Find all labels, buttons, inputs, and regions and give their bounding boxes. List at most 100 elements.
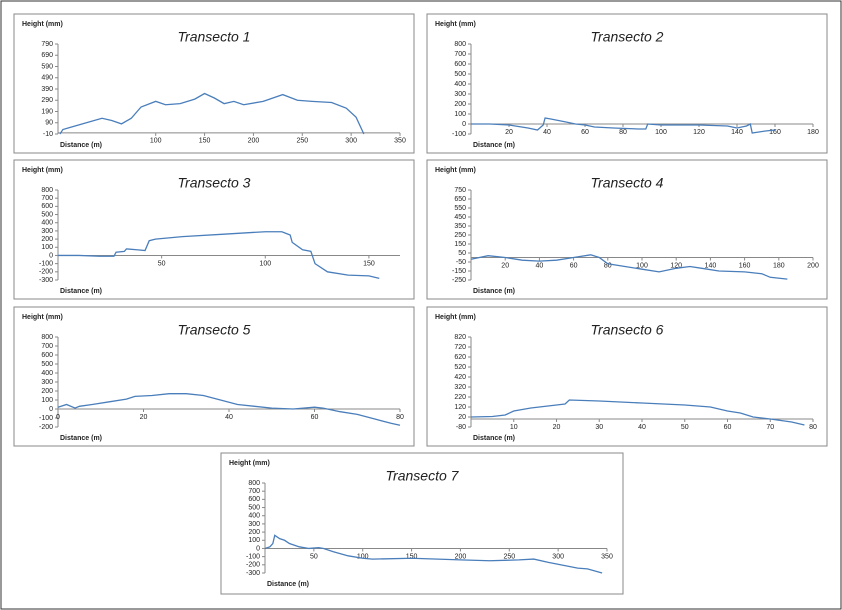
x-tick-label: 60 [570, 262, 578, 269]
data-line [264, 534, 603, 574]
x-tick-label: 250 [296, 138, 308, 145]
y-tick-label: 290 [41, 97, 53, 104]
y-axis-label: Height (mm) [22, 314, 63, 321]
x-tick-label: 160 [769, 129, 781, 136]
y-tick-label: -10 [43, 131, 53, 138]
y-tick-label: 500 [41, 211, 53, 218]
y-tick-label: 500 [454, 71, 466, 78]
panel [426, 13, 828, 154]
y-tick-label: 400 [248, 513, 260, 520]
y-tick-label: 750 [454, 187, 466, 194]
x-tick-label: 40 [225, 414, 233, 421]
x-tick-label: 60 [311, 414, 319, 421]
y-tick-label: -150 [452, 268, 466, 275]
x-tick-label: 150 [363, 260, 375, 267]
y-axis-label: Height (mm) [22, 21, 63, 28]
x-axis-label: Distance (m) [60, 435, 102, 442]
x-tick-label: 140 [705, 262, 717, 269]
y-tick-label: -80 [456, 424, 466, 431]
y-tick-label: -200 [39, 269, 53, 276]
x-tick-label: 100 [655, 129, 667, 136]
y-tick-label: 0 [49, 406, 53, 413]
y-tick-label: 500 [41, 361, 53, 368]
data-line [470, 254, 788, 280]
y-tick-label: -100 [39, 260, 53, 267]
y-tick-label: 600 [248, 496, 260, 503]
y-tick-label: 100 [41, 397, 53, 404]
x-axis-label: Distance (m) [473, 435, 515, 442]
chart-title: Transecto 3 [178, 175, 251, 191]
y-axis-label: Height (mm) [435, 167, 476, 174]
x-tick-label: 150 [406, 553, 418, 560]
chart-title: Transecto 1 [178, 29, 251, 45]
data-line [57, 393, 401, 426]
x-tick-label: 20 [501, 262, 509, 269]
x-tick-label: 80 [809, 424, 817, 431]
y-tick-label: 420 [454, 374, 466, 381]
x-axis-label: Distance (m) [473, 288, 515, 295]
y-tick-label: 720 [454, 344, 466, 351]
y-tick-label: 300 [41, 379, 53, 386]
y-tick-label: 700 [454, 51, 466, 58]
data-line [59, 92, 365, 135]
y-tick-label: -100 [39, 415, 53, 422]
x-tick-label: 40 [536, 262, 544, 269]
x-tick-label: 300 [552, 553, 564, 560]
y-tick-label: -300 [39, 277, 53, 284]
x-tick-label: 30 [595, 424, 603, 431]
x-tick-label: 100 [357, 553, 369, 560]
x-tick-label: 180 [773, 262, 785, 269]
y-tick-label: 790 [41, 41, 53, 48]
y-tick-label: 200 [41, 236, 53, 243]
x-axis-label: Distance (m) [60, 288, 102, 295]
y-tick-label: 820 [454, 334, 466, 341]
panel [426, 159, 828, 300]
y-tick-label: 390 [41, 86, 53, 93]
y-tick-label: 220 [454, 394, 466, 401]
y-axis-label: Height (mm) [435, 21, 476, 28]
x-tick-label: 20 [505, 129, 513, 136]
x-tick-label: 100 [259, 260, 271, 267]
y-tick-label: 50 [458, 250, 466, 257]
x-tick-label: 350 [394, 138, 406, 145]
x-tick-label: 60 [581, 129, 589, 136]
y-tick-label: 200 [454, 101, 466, 108]
y-tick-label: 800 [454, 41, 466, 48]
panel [13, 306, 415, 447]
y-axis-label: Height (mm) [229, 460, 270, 467]
y-tick-label: 0 [462, 121, 466, 128]
x-axis-label: Distance (m) [267, 581, 309, 588]
x-tick-label: 200 [807, 262, 819, 269]
x-tick-label: 180 [807, 129, 819, 136]
x-tick-label: 70 [766, 424, 774, 431]
y-tick-label: 650 [454, 196, 466, 203]
y-tick-label: 300 [248, 521, 260, 528]
chart-title: Transecto 6 [591, 322, 664, 338]
y-tick-label: 490 [41, 75, 53, 82]
y-tick-label: 120 [454, 404, 466, 411]
y-tick-label: 190 [41, 108, 53, 115]
x-tick-label: 20 [553, 424, 561, 431]
x-tick-label: 60 [724, 424, 732, 431]
y-tick-label: 600 [41, 352, 53, 359]
x-tick-label: 0 [56, 414, 60, 421]
y-tick-label: 700 [248, 488, 260, 495]
x-tick-label: 200 [248, 138, 260, 145]
x-tick-label: 100 [150, 138, 162, 145]
data-line [470, 399, 805, 426]
x-tick-label: 140 [731, 129, 743, 136]
y-tick-label: 450 [454, 214, 466, 221]
y-tick-label: 700 [41, 343, 53, 350]
y-tick-label: 500 [248, 504, 260, 511]
x-tick-label: 50 [310, 553, 318, 560]
y-tick-label: 0 [49, 252, 53, 259]
data-line [471, 117, 776, 134]
x-tick-label: 200 [455, 553, 467, 560]
y-axis-label: Height (mm) [435, 314, 476, 321]
y-tick-label: 600 [41, 203, 53, 210]
y-tick-label: -50 [456, 259, 466, 266]
x-tick-label: 80 [396, 414, 404, 421]
y-tick-label: 20 [458, 414, 466, 421]
y-tick-label: -300 [246, 570, 260, 577]
